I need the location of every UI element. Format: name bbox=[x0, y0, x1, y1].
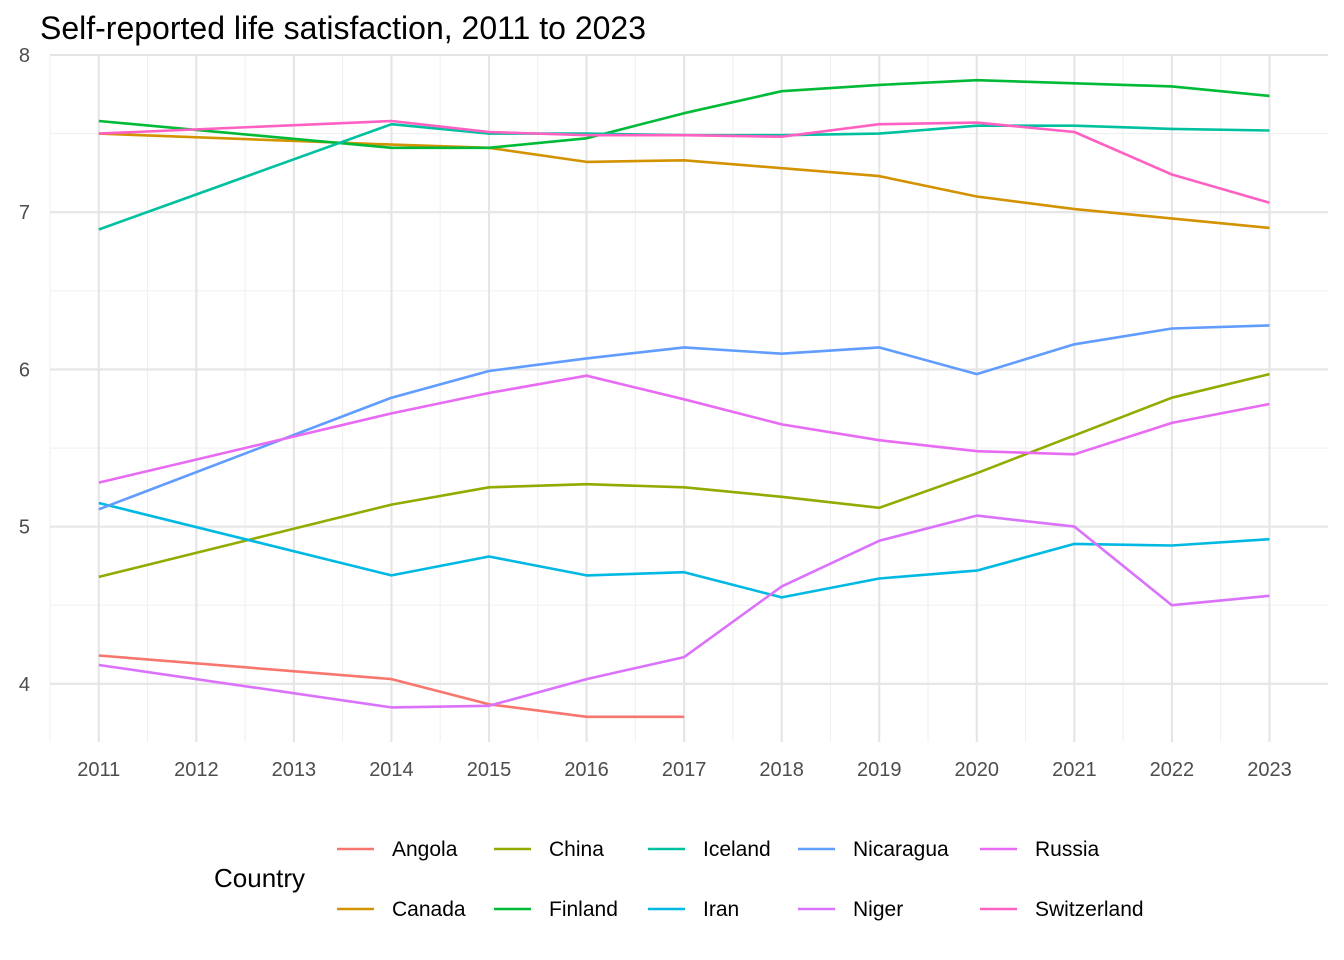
legend-label: Canada bbox=[392, 898, 466, 921]
legend-label: Iceland bbox=[703, 838, 771, 861]
legend: Country Angola Canada China Finland Iceland I… bbox=[214, 838, 1144, 921]
legend-label: Angola bbox=[392, 838, 458, 861]
series-line-switzerland bbox=[98, 119, 1270, 205]
legend-label: Switzerland bbox=[1035, 898, 1144, 921]
legend-item-niger: Niger bbox=[798, 898, 903, 921]
x-tick-label: 2019 bbox=[857, 759, 902, 781]
x-tick-label: 2016 bbox=[564, 759, 609, 781]
legend-label: Niger bbox=[853, 898, 903, 921]
legend-label: Nicaragua bbox=[853, 838, 949, 861]
x-axis-tick-labels: 2011 2012 2013 2014 2015 2016 2017 2018 2019 2020… bbox=[77, 759, 1291, 781]
plot-grid bbox=[49, 53, 1328, 742]
series-line-russia bbox=[98, 374, 1270, 484]
legend-label: Finland bbox=[549, 898, 618, 921]
series-line-iran bbox=[98, 501, 1270, 599]
x-tick-label: 2012 bbox=[174, 759, 219, 781]
legend-label: China bbox=[549, 838, 604, 861]
y-tick-label: 5 bbox=[19, 517, 30, 539]
y-tick-label: 6 bbox=[19, 359, 30, 381]
y-tick-label: 7 bbox=[19, 202, 30, 224]
series-line-china bbox=[98, 372, 1270, 579]
series-line-finland bbox=[98, 78, 1270, 150]
legend-label: Russia bbox=[1035, 838, 1100, 861]
series-lines bbox=[98, 78, 1270, 719]
x-tick-label: 2015 bbox=[467, 759, 512, 781]
chart-title: Self-reported life satisfaction, 2011 to… bbox=[40, 10, 646, 46]
x-tick-label: 2020 bbox=[955, 759, 1000, 781]
legend-item-china: China bbox=[494, 838, 604, 861]
legend-item-iceland: Iceland bbox=[648, 838, 771, 861]
legend-item-russia: Russia bbox=[980, 838, 1100, 861]
x-tick-label: 2021 bbox=[1052, 759, 1097, 781]
x-tick-label: 2017 bbox=[662, 759, 707, 781]
series-line-niger bbox=[98, 514, 1270, 709]
series-line-canada bbox=[98, 132, 1270, 230]
legend-item-finland: Finland bbox=[494, 898, 618, 921]
x-tick-label: 2022 bbox=[1150, 759, 1195, 781]
legend-items: Angola Canada China Finland Iceland Iran Nicar… bbox=[337, 838, 1144, 921]
x-tick-label: 2023 bbox=[1247, 759, 1292, 781]
legend-item-iran: Iran bbox=[648, 898, 739, 921]
legend-item-canada: Canada bbox=[337, 898, 466, 921]
series-line-nicaragua bbox=[98, 324, 1270, 511]
legend-title: Country bbox=[214, 863, 305, 893]
legend-item-nicaragua: Nicaragua bbox=[798, 838, 949, 861]
series-line-iceland bbox=[98, 122, 1270, 231]
x-tick-label: 2014 bbox=[369, 759, 414, 781]
legend-item-angola: Angola bbox=[337, 838, 458, 861]
x-tick-label: 2018 bbox=[759, 759, 804, 781]
y-tick-label: 8 bbox=[19, 45, 30, 67]
x-tick-label: 2013 bbox=[272, 759, 317, 781]
legend-label: Iran bbox=[703, 898, 739, 921]
y-tick-label: 4 bbox=[19, 674, 30, 696]
y-axis-tick-labels: 4 5 6 7 8 bbox=[19, 45, 30, 696]
legend-item-switzerland: Switzerland bbox=[980, 898, 1144, 921]
x-tick-label: 2011 bbox=[77, 759, 120, 781]
series-line-angola bbox=[98, 654, 685, 719]
